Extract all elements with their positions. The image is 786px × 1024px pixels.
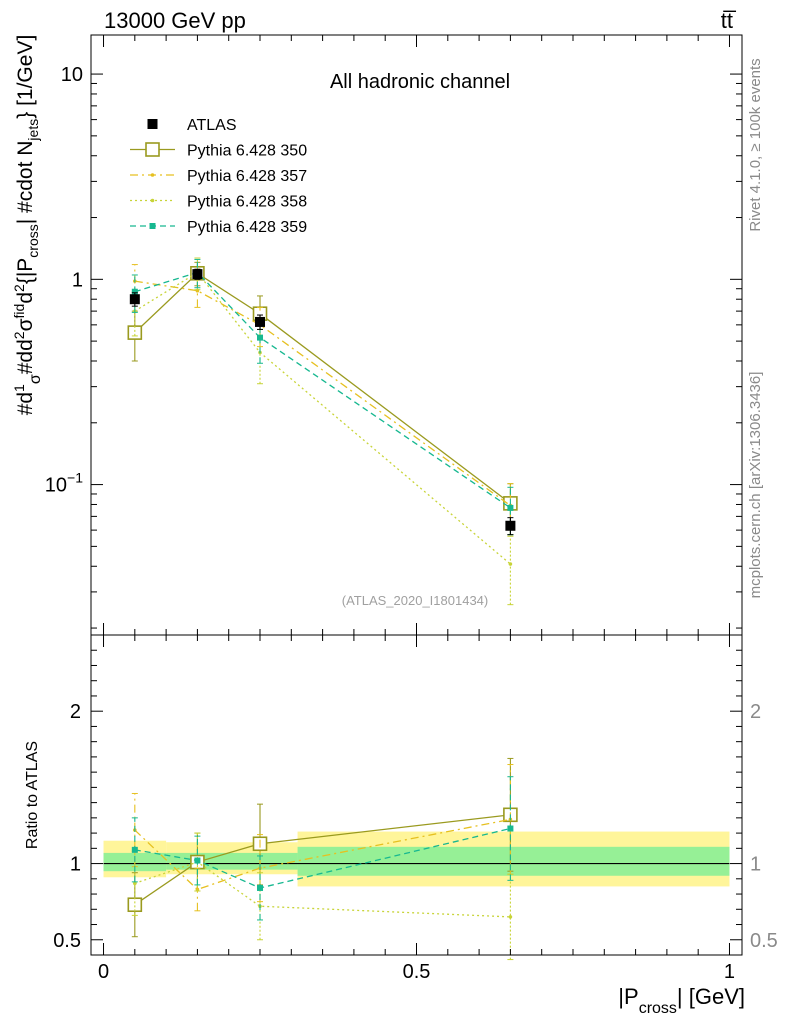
main-point-atlas <box>255 316 266 327</box>
y-tick-label: 1 <box>72 269 83 291</box>
ratio-y-tick-label-right: 2 <box>750 701 761 723</box>
rivet-version-label: Rivet 4.1.0, ≥ 100k events <box>747 58 764 231</box>
legend-marker-pythia-6-428-350 <box>145 142 160 157</box>
header-collision: 13000 GeV pp <box>104 8 246 33</box>
ratio-band-inner <box>297 846 730 876</box>
main-point-pythia-6-428-358 <box>508 562 513 566</box>
ylabel-part-b: 1 <box>11 384 27 392</box>
x-tick-label: 0 <box>98 961 109 983</box>
ratio-line-pythia-6-428-359 <box>134 827 511 889</box>
ylabel-part-j: 2 <box>11 284 27 292</box>
ylabel-part-l: cross <box>25 224 41 257</box>
ylabel-part-g: σ <box>14 318 37 331</box>
ratio-plot-area <box>103 757 730 961</box>
ratio-panel: 0.5 0.5 1 1 2 2 0 0.5 1 <box>53 634 778 983</box>
ylabel-part-k: {|P <box>14 258 37 284</box>
y-tick-label: 10−1 <box>45 470 83 497</box>
ratio-point-pythia-6-428-359 <box>194 857 201 864</box>
ylabel-part-h: fid <box>11 304 27 319</box>
main-line-pythia-6-428-357 <box>134 280 511 507</box>
ratio-line-pythia-6-428-357 <box>134 818 511 891</box>
ratio-point-pythia-6-428-359 <box>507 825 514 832</box>
ratio-y-tick-label: 1 <box>70 854 81 876</box>
ratio-y-tick-label-right: 1 <box>750 854 761 876</box>
legend-marker-pythia-6-428-358 <box>150 198 155 203</box>
x-axis-label: |Pcross| [GeV] <box>618 984 745 1017</box>
ratio-band-inner <box>166 852 298 870</box>
main-point-atlas <box>129 294 140 305</box>
main-point-atlas <box>505 520 516 531</box>
ylabel-part-i: d <box>14 292 37 304</box>
legend-marker-pythia-6-428-359 <box>149 223 156 229</box>
ratio-point-pythia-6-428-350 <box>127 897 143 913</box>
main-plot-area <box>127 257 518 606</box>
ylabel-part-a: #d <box>14 392 37 415</box>
xlabel-sub: cross <box>639 1000 677 1017</box>
ylabel-part-d: #d <box>14 351 37 374</box>
xlabel-pre: |P <box>618 984 638 1009</box>
x-tick-label: 1 <box>724 961 735 983</box>
main-point-atlas <box>192 269 203 280</box>
y-tick-label: 10 <box>61 64 83 86</box>
main-line-pythia-6-428-358 <box>134 271 511 565</box>
chart-title: All hadronic channel <box>330 71 510 93</box>
ylabel-part-o: } [1/GeV] <box>14 35 37 119</box>
main-point-pythia-6-428-359 <box>131 288 138 295</box>
legend-label-pythia-6-428-358: Pythia 6.428 358 <box>187 194 307 211</box>
ratio-point-pythia-6-428-359 <box>257 884 264 891</box>
main-point-pythia-6-428-350 <box>127 325 143 340</box>
legend-marker-atlas <box>147 119 158 129</box>
main-y-axis-label: #d1σ#dd2σfidd2{|Pcross| #cdot Njets} [1/… <box>11 35 44 416</box>
ratio-y-tick-label: 2 <box>70 701 81 723</box>
ylabel-part-m: | #cdot N <box>14 141 37 225</box>
ratio-line-pythia-6-428-350 <box>134 814 511 906</box>
legend: ATLAS Pythia 6.428 350 Pythia 6.428 357 Pyt… <box>130 117 307 236</box>
ylabel-part-f: 2 <box>11 331 27 339</box>
ratio-point-pythia-6-428-358 <box>508 915 513 919</box>
ratio-point-pythia-6-428-358 <box>133 881 137 886</box>
ratio-y-tick-label-right: 0.5 <box>750 930 778 952</box>
ratio-axes: 0.5 0.5 1 1 2 2 0 0.5 1 <box>53 635 778 983</box>
legend-label-pythia-6-428-350: Pythia 6.428 350 <box>187 143 307 160</box>
analysis-watermark: (ATLAS_2020_I1801434) <box>342 593 488 608</box>
y-tick-label-exponent: −1 <box>67 470 83 486</box>
main-line-pythia-6-428-359 <box>134 271 511 509</box>
main-line-pythia-6-428-350 <box>134 272 511 504</box>
header-process: tt̅ <box>721 8 737 33</box>
main-point-pythia-6-428-359 <box>257 334 264 341</box>
ylabel-part-e: d <box>14 339 37 351</box>
source-label: mcplots.cern.ch [arXiv:1306.3436] <box>747 372 764 599</box>
ratio-y-axis-label: Ratio to ATLAS <box>24 741 41 849</box>
legend-label-atlas: ATLAS <box>187 117 237 134</box>
xlabel-post: | [GeV] <box>677 984 745 1009</box>
ratio-frame <box>90 634 743 956</box>
legend-marker-pythia-6-428-357 <box>150 173 155 177</box>
ratio-y-tick-label: 0.5 <box>53 930 81 952</box>
ratio-point-pythia-6-428-359 <box>131 846 138 853</box>
ylabel-part-n: jets <box>25 119 41 142</box>
ylabel-part-c: σ <box>27 374 44 384</box>
y-tick-label-base: 10 <box>45 475 67 497</box>
legend-label-pythia-6-428-359: Pythia 6.428 359 <box>187 219 307 236</box>
legend-label-pythia-6-428-357: Pythia 6.428 357 <box>187 168 307 185</box>
main-point-pythia-6-428-359 <box>507 504 514 511</box>
x-tick-label: 0.5 <box>403 961 431 983</box>
